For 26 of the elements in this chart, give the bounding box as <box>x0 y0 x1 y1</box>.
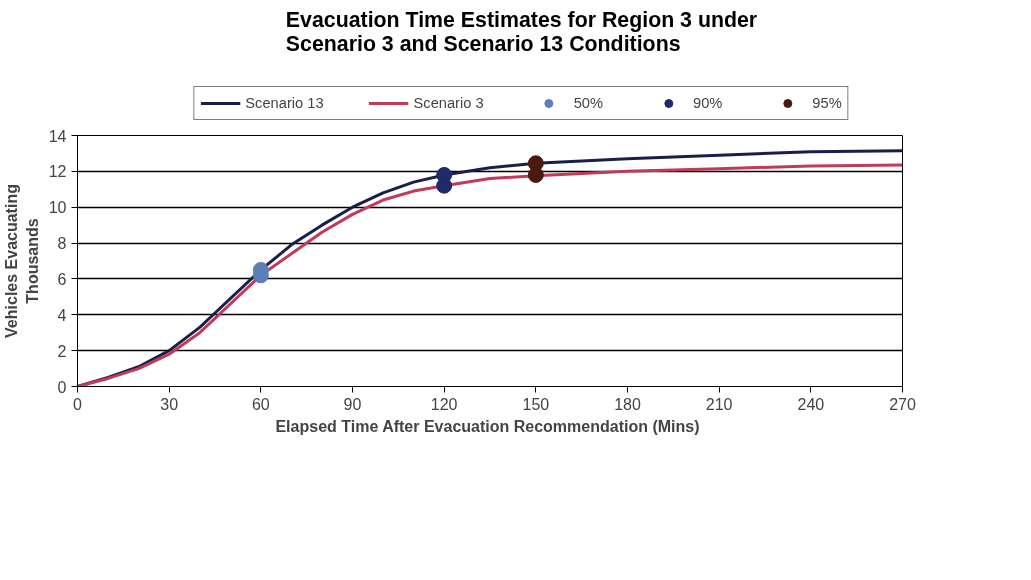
x-tick-label: 60 <box>251 395 270 413</box>
x-tick-label: 240 <box>797 395 825 413</box>
y-tick-label: 4 <box>57 306 67 324</box>
x-tick-label: 120 <box>430 395 458 413</box>
y-tick-label: 10 <box>48 199 67 217</box>
legend-label: Scenario 3 <box>413 95 484 111</box>
x-tick-label: 210 <box>705 395 733 413</box>
y-tick-label: 6 <box>57 270 67 288</box>
chart-title: Evacuation Time Estimates for Region 3 under Scenario 3 and Scenario 13 Conditions <box>285 7 758 56</box>
legend-label: Scenario 13 <box>245 95 324 111</box>
x-tick-label: 0 <box>73 395 83 413</box>
y-tick-label: 14 <box>48 127 67 145</box>
legend-label: 50% <box>573 95 603 111</box>
y-tick-label: 12 <box>48 163 67 181</box>
legend-label: 90% <box>692 95 723 111</box>
legend-label: 95% <box>812 95 842 111</box>
y-tick-label: 2 <box>57 342 67 360</box>
x-tick-label: 180 <box>614 395 641 413</box>
y-axis-title: Vehicles Evacuating Thousands <box>3 184 41 338</box>
x-tick-label: 270 <box>889 395 916 413</box>
x-tick-label: 150 <box>522 395 550 413</box>
x-axis-title: Elapsed Time After Evacuation Recommendation (Mins) <box>275 417 700 435</box>
x-tick-label: 30 <box>160 395 179 413</box>
y-tick-label: 0 <box>57 378 67 396</box>
y-tick-label: 8 <box>57 235 67 253</box>
x-tick-label: 90 <box>343 395 362 413</box>
